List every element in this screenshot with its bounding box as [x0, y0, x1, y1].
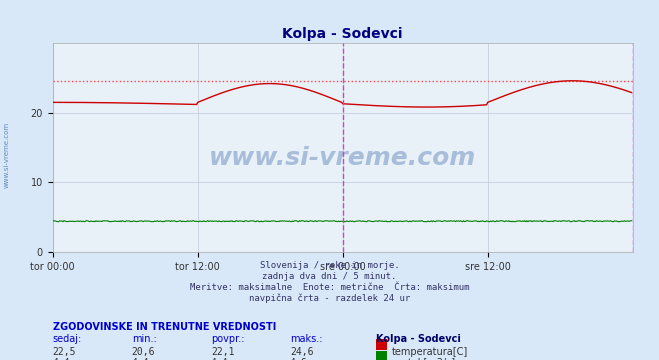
- Text: www.si-vreme.com: www.si-vreme.com: [3, 122, 9, 188]
- Text: 22,1: 22,1: [211, 347, 235, 357]
- Text: 22,5: 22,5: [53, 347, 76, 357]
- Text: 4,6: 4,6: [290, 358, 308, 360]
- Text: temperatura[C]: temperatura[C]: [392, 347, 469, 357]
- Text: povpr.:: povpr.:: [211, 334, 244, 344]
- Title: Kolpa - Sodevci: Kolpa - Sodevci: [283, 27, 403, 41]
- Text: 4,4: 4,4: [132, 358, 150, 360]
- Text: Meritve: maksimalne  Enote: metrične  Črta: maksimum: Meritve: maksimalne Enote: metrične Črta…: [190, 283, 469, 292]
- Text: maks.:: maks.:: [290, 334, 322, 344]
- Text: www.si-vreme.com: www.si-vreme.com: [209, 146, 476, 170]
- Text: zadnja dva dni / 5 minut.: zadnja dva dni / 5 minut.: [262, 272, 397, 281]
- Text: 24,6: 24,6: [290, 347, 314, 357]
- Text: Kolpa - Sodevci: Kolpa - Sodevci: [376, 334, 461, 344]
- Text: pretok[m3/s]: pretok[m3/s]: [392, 358, 455, 360]
- Text: 20,6: 20,6: [132, 347, 156, 357]
- Text: navpična črta - razdelek 24 ur: navpična črta - razdelek 24 ur: [249, 293, 410, 303]
- Text: min.:: min.:: [132, 334, 157, 344]
- Text: Slovenija / reke in morje.: Slovenija / reke in morje.: [260, 261, 399, 270]
- Text: ZGODOVINSKE IN TRENUTNE VREDNOSTI: ZGODOVINSKE IN TRENUTNE VREDNOSTI: [53, 322, 276, 332]
- Text: 4,4: 4,4: [211, 358, 229, 360]
- Text: 4,4: 4,4: [53, 358, 71, 360]
- Text: sedaj:: sedaj:: [53, 334, 82, 344]
